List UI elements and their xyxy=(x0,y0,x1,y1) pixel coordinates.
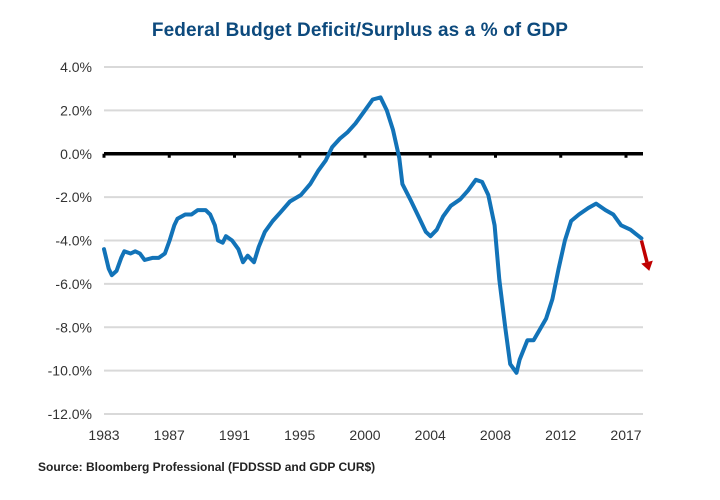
source-note: Source: Bloomberg Professional (FDDSSD a… xyxy=(38,460,376,474)
x-tick-mark xyxy=(428,153,432,158)
trend-arrow-icon xyxy=(639,240,653,271)
y-tick-label: 0.0% xyxy=(60,146,92,162)
y-tick-label: -8.0% xyxy=(55,319,92,335)
x-tick-mark xyxy=(624,153,628,158)
zero-line-layer xyxy=(102,152,643,158)
chart-title: Federal Budget Deficit/Surplus as a % of… xyxy=(151,20,569,41)
y-tick-label: 2.0% xyxy=(60,102,92,118)
x-tick-label: 2017 xyxy=(610,427,641,443)
y-tick-label: -6.0% xyxy=(55,276,92,292)
y-axis-tick-labels: 4.0% 2.0% 0.0% -2.0% -4.0% -6.0% -8.0% -10.0% -1… xyxy=(48,59,92,422)
series-layer xyxy=(102,95,644,375)
gridlines xyxy=(104,66,643,415)
x-tick-label: 2004 xyxy=(415,427,446,443)
x-tick-label: 1995 xyxy=(284,427,315,443)
y-tick-label: -4.0% xyxy=(55,233,92,249)
x-tick-mark xyxy=(102,153,106,158)
y-tick-label: 4.0% xyxy=(60,59,92,75)
x-tick-mark xyxy=(559,153,563,158)
x-tick-label: 1983 xyxy=(88,427,119,443)
x-tick-mark xyxy=(298,153,302,158)
x-tick-label: 1991 xyxy=(219,427,250,443)
y-tick-label: -10.0% xyxy=(48,363,92,379)
x-tick-label: 2008 xyxy=(480,427,511,443)
y-tick-label: -12.0% xyxy=(48,406,92,422)
x-tick-mark xyxy=(167,153,171,158)
annotation-layer xyxy=(639,240,653,271)
x-axis-tick-labels: 1983 1987 1991 1995 2000 2004 2008 2012 2017 xyxy=(88,427,641,443)
x-tick-label: 2012 xyxy=(545,427,576,443)
x-tick-mark xyxy=(233,153,236,158)
x-tick-mark xyxy=(494,153,497,158)
x-tick-label: 2000 xyxy=(349,427,380,443)
x-tick-mark xyxy=(363,153,367,158)
x-tick-label: 1987 xyxy=(154,427,185,443)
series-line xyxy=(102,95,644,375)
y-tick-label: -2.0% xyxy=(55,189,92,205)
